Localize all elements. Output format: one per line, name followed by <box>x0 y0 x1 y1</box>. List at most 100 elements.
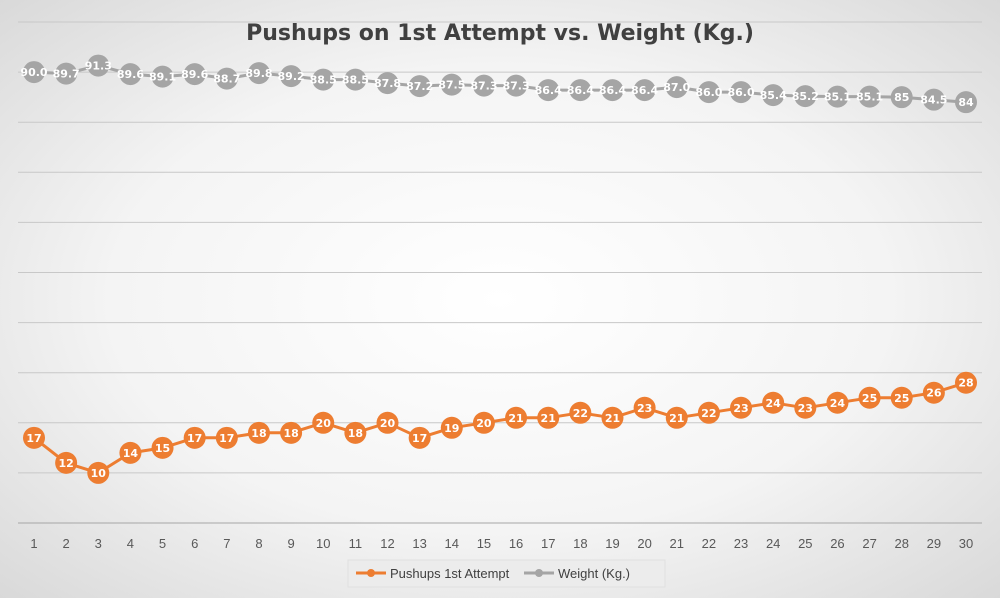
data-point <box>762 84 785 107</box>
data-point <box>183 426 206 449</box>
legend-swatch-marker <box>367 569 375 577</box>
x-tick-label: 9 <box>287 536 294 551</box>
data-label: 87.3 <box>502 80 529 93</box>
x-tick-label: 12 <box>380 536 394 551</box>
data-point <box>55 62 78 85</box>
x-tick-label: 24 <box>766 536 780 551</box>
data-label: 23 <box>637 402 652 415</box>
x-tick-label: 27 <box>862 536 876 551</box>
data-point <box>440 73 463 96</box>
data-point <box>183 63 206 86</box>
data-point <box>376 72 399 95</box>
data-point <box>826 85 849 108</box>
x-tick-label: 14 <box>445 536 459 551</box>
x-tick-label: 15 <box>477 536 491 551</box>
data-label: 19 <box>444 422 459 435</box>
data-point <box>922 88 945 111</box>
x-axis-ticks: 1 2 3 4 5 6 7 8 9 10 11 12 13 14 15 16 17 18 19 20 21 22 23 24 2… <box>30 536 973 551</box>
data-point <box>730 396 753 419</box>
data-point <box>697 401 720 424</box>
data-label: 90.0 <box>20 66 47 79</box>
data-point <box>890 86 913 109</box>
data-label: 24 <box>830 397 846 410</box>
data-point <box>23 61 45 84</box>
data-label: 20 <box>380 417 396 430</box>
data-label: 15 <box>155 442 170 455</box>
chart-title: Pushups on 1st Attempt vs. Weight (Kg.) <box>246 21 754 46</box>
data-point <box>922 381 945 404</box>
x-tick-label: 5 <box>159 536 166 551</box>
x-tick-label: 1 <box>30 536 37 551</box>
gridlines <box>18 21 982 524</box>
data-point <box>119 63 142 86</box>
data-point <box>505 406 528 429</box>
data-point <box>665 406 688 429</box>
x-tick-label: 28 <box>894 536 908 551</box>
data-point <box>23 426 45 449</box>
data-label: 25 <box>862 392 877 405</box>
data-label: 86.4 <box>535 84 562 97</box>
data-point <box>312 411 335 434</box>
data-label: 21 <box>605 412 620 425</box>
data-label: 86.4 <box>631 84 658 97</box>
data-label: 87.8 <box>374 77 401 90</box>
data-point <box>344 421 367 444</box>
x-tick-label: 10 <box>316 536 330 551</box>
data-label: 89.7 <box>53 68 80 81</box>
data-point <box>312 68 335 91</box>
data-point <box>247 421 270 444</box>
data-point <box>151 65 174 88</box>
data-point <box>794 396 817 419</box>
data-point <box>151 436 174 459</box>
x-tick-label: 25 <box>798 536 812 551</box>
data-point <box>280 421 303 444</box>
data-point <box>794 85 817 108</box>
data-point <box>569 79 592 102</box>
x-tick-label: 21 <box>670 536 684 551</box>
data-label: 17 <box>219 432 234 445</box>
data-label: 21 <box>669 412 684 425</box>
data-label: 91.3 <box>85 60 112 73</box>
legend-swatch-marker <box>535 569 543 577</box>
data-point <box>505 74 528 97</box>
series-2: 90.0 89.7 91.3 89.6 89.1 89.6 88.7 89.8 89.2 88.5… <box>20 54 977 114</box>
legend-label: Pushups 1st Attempt <box>390 566 510 581</box>
x-tick-label: 22 <box>702 536 716 551</box>
x-tick-label: 3 <box>95 536 102 551</box>
data-point <box>858 85 881 108</box>
data-point <box>665 76 688 99</box>
data-label: 12 <box>58 457 73 470</box>
data-label: 86.0 <box>727 86 754 99</box>
data-label: 23 <box>733 402 748 415</box>
data-label: 22 <box>573 407 588 420</box>
x-tick-label: 18 <box>573 536 587 551</box>
data-label: 84 <box>958 96 974 109</box>
data-label: 86.4 <box>567 84 594 97</box>
data-label: 10 <box>91 467 107 480</box>
data-label: 85 <box>894 91 909 104</box>
data-label: 18 <box>251 427 266 440</box>
data-label: 89.8 <box>245 67 272 80</box>
data-point <box>280 65 303 88</box>
data-label: 88.7 <box>213 73 240 86</box>
data-point <box>440 416 463 439</box>
data-label: 18 <box>348 427 363 440</box>
data-label: 24 <box>766 397 782 410</box>
x-tick-label: 11 <box>349 536 363 551</box>
data-label: 86.4 <box>599 84 626 97</box>
data-label: 22 <box>701 407 716 420</box>
data-point <box>890 386 913 409</box>
series-line <box>33 381 967 475</box>
x-tick-label: 8 <box>255 536 262 551</box>
data-label: 89.2 <box>278 70 305 83</box>
data-point <box>601 79 624 102</box>
data-point <box>472 74 495 97</box>
data-point <box>376 411 399 434</box>
series-layer: 17 12 10 14 15 17 17 18 18 20 18 20 17 19 20 21 21 22 21 23… <box>20 54 977 484</box>
data-point <box>87 461 110 484</box>
data-label: 17 <box>26 432 41 445</box>
x-tick-label: 19 <box>605 536 619 551</box>
x-tick-label: 2 <box>63 536 70 551</box>
data-label: 18 <box>283 427 298 440</box>
data-point <box>55 451 78 474</box>
